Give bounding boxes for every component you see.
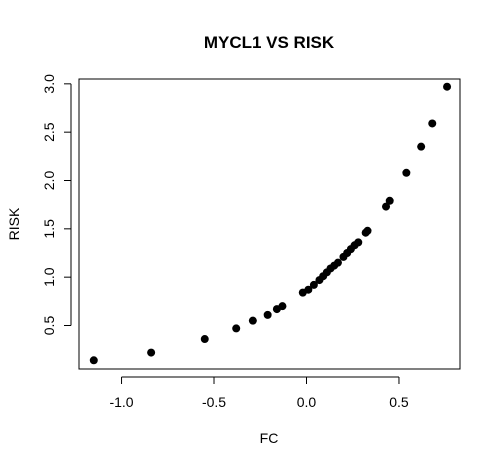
y-axis: 0.5 1.0 1.5 2.0 2.5 3.0 xyxy=(41,74,71,335)
x-tick-label: 0.0 xyxy=(297,394,317,410)
x-tick-label: -1.0 xyxy=(109,394,133,410)
data-point xyxy=(334,259,342,267)
data-point xyxy=(147,349,155,357)
data-points xyxy=(90,83,451,365)
data-point xyxy=(201,335,209,343)
y-tick-label: 1.5 xyxy=(41,219,57,239)
y-axis-label: RISK xyxy=(6,207,22,240)
y-tick-label: 0.5 xyxy=(41,316,57,336)
x-tick-label: 0.5 xyxy=(389,394,409,410)
data-point xyxy=(264,311,272,319)
data-point xyxy=(386,197,394,205)
data-point xyxy=(443,83,451,91)
data-point xyxy=(249,317,257,325)
data-point xyxy=(364,227,372,235)
chart-title: MYCL1 VS RISK xyxy=(204,33,335,52)
data-point xyxy=(232,324,240,332)
x-tick-label: -0.5 xyxy=(202,394,226,410)
data-point xyxy=(417,143,425,151)
data-point xyxy=(90,356,98,364)
data-point xyxy=(402,169,410,177)
plot-frame xyxy=(79,79,460,369)
data-point xyxy=(354,238,362,246)
y-tick-label: 2.0 xyxy=(41,171,57,191)
x-axis: -1.0 -0.5 0.0 0.5 xyxy=(109,377,408,410)
data-point xyxy=(428,119,436,127)
y-tick-label: 3.0 xyxy=(41,74,57,94)
y-tick-label: 1.0 xyxy=(41,267,57,287)
x-axis-label: FC xyxy=(260,430,279,446)
data-point xyxy=(278,302,286,310)
y-tick-label: 2.5 xyxy=(41,122,57,142)
